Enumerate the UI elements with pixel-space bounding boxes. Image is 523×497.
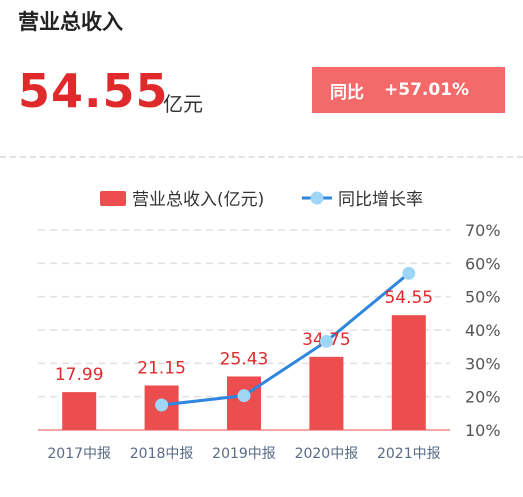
page-title: 营业总收入	[18, 10, 123, 34]
right-axis-tick: 30%	[465, 354, 501, 373]
revenue-value: 54.55	[18, 64, 169, 118]
x-axis-tick: 2017中报	[47, 446, 111, 462]
right-axis-tick: 60%	[465, 254, 501, 273]
x-axis-tick: 2020中报	[295, 446, 359, 462]
right-axis-tick: 20%	[465, 388, 501, 407]
bar-value-label: 25.43	[220, 349, 269, 369]
growth-rate-point	[402, 266, 416, 280]
yoy-value: +57.01%	[384, 80, 470, 100]
growth-rate-point	[155, 398, 169, 412]
right-axis-tick: 70%	[465, 221, 501, 240]
x-axis-tick: 2018中报	[130, 446, 194, 462]
section-divider	[0, 156, 523, 158]
bar-value-label: 21.15	[137, 358, 186, 378]
bar	[391, 315, 426, 430]
bar-value-label: 17.99	[55, 365, 104, 385]
growth-rate-point	[319, 334, 333, 348]
right-axis-tick: 50%	[465, 288, 501, 307]
right-axis-tick: 40%	[465, 321, 501, 340]
legend-bar-label: 营业总收入(亿元)	[132, 190, 264, 210]
right-axis-tick: 10%	[465, 421, 501, 440]
x-axis-tick: 2021中报	[377, 446, 441, 462]
bar	[227, 376, 261, 430]
bar	[309, 356, 344, 430]
legend-bar-swatch	[100, 191, 126, 206]
revenue-unit: 亿元	[163, 92, 203, 116]
legend-line-marker	[310, 191, 324, 205]
yoy-badge: 同比 +57.01%	[312, 67, 505, 113]
bar-value-label: 54.55	[384, 288, 433, 308]
bar	[62, 392, 97, 430]
growth-rate-line	[161, 272, 410, 407]
growth-rate-point	[237, 389, 251, 403]
x-axis-tick: 2019中报	[212, 446, 276, 462]
yoy-label: 同比	[330, 82, 364, 103]
legend-line-label: 同比增长率	[338, 190, 423, 210]
